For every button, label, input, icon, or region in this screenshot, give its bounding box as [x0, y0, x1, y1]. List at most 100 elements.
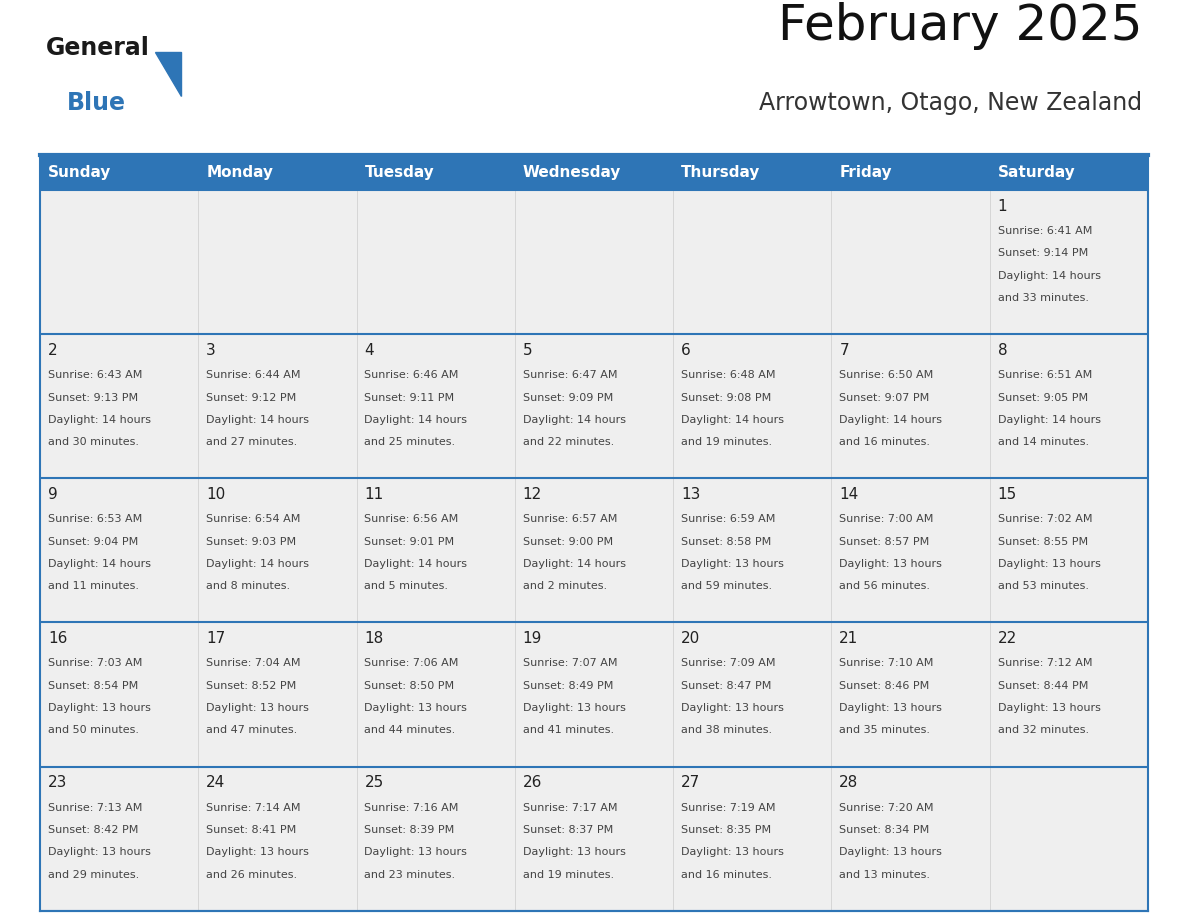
Text: February 2025: February 2025	[778, 3, 1142, 50]
Bar	[832, 190, 990, 334]
Text: and 35 minutes.: and 35 minutes.	[840, 725, 930, 735]
Text: and 59 minutes.: and 59 minutes.	[681, 581, 772, 591]
Bar	[990, 334, 1148, 478]
Bar	[832, 767, 990, 911]
Text: 14: 14	[840, 487, 859, 502]
Text: and 26 minutes.: and 26 minutes.	[207, 869, 297, 879]
Text: Daylight: 14 hours: Daylight: 14 hours	[523, 415, 626, 425]
Text: and 22 minutes.: and 22 minutes.	[523, 437, 614, 447]
Text: 3: 3	[207, 342, 216, 358]
Text: 6: 6	[681, 342, 690, 358]
Text: Daylight: 14 hours: Daylight: 14 hours	[48, 415, 151, 425]
Text: Daylight: 14 hours: Daylight: 14 hours	[998, 415, 1100, 425]
Bar	[674, 334, 832, 478]
Text: Sunset: 9:00 PM: Sunset: 9:00 PM	[523, 537, 613, 546]
Text: 22: 22	[998, 631, 1017, 646]
Bar	[674, 478, 832, 622]
Bar	[514, 478, 674, 622]
Text: Sunset: 9:01 PM: Sunset: 9:01 PM	[365, 537, 455, 546]
Text: Sunset: 8:54 PM: Sunset: 8:54 PM	[48, 681, 138, 690]
Text: and 33 minutes.: and 33 minutes.	[998, 293, 1088, 303]
Text: 5: 5	[523, 342, 532, 358]
Text: Sunrise: 6:57 AM: Sunrise: 6:57 AM	[523, 514, 617, 524]
Text: Sunset: 8:35 PM: Sunset: 8:35 PM	[681, 825, 771, 834]
Bar	[356, 767, 514, 911]
Text: and 29 minutes.: and 29 minutes.	[48, 869, 139, 879]
Text: and 27 minutes.: and 27 minutes.	[207, 437, 297, 447]
Text: Daylight: 14 hours: Daylight: 14 hours	[207, 415, 309, 425]
Text: and 14 minutes.: and 14 minutes.	[998, 437, 1088, 447]
Bar	[990, 478, 1148, 622]
Text: Sunrise: 7:10 AM: Sunrise: 7:10 AM	[840, 658, 934, 668]
Text: Sunrise: 7:12 AM: Sunrise: 7:12 AM	[998, 658, 1092, 668]
Bar	[40, 478, 198, 622]
Text: Sunrise: 6:41 AM: Sunrise: 6:41 AM	[998, 226, 1092, 236]
Bar	[832, 622, 990, 767]
Text: 27: 27	[681, 775, 700, 790]
Text: Sunrise: 6:54 AM: Sunrise: 6:54 AM	[207, 514, 301, 524]
Text: and 38 minutes.: and 38 minutes.	[681, 725, 772, 735]
Bar	[514, 622, 674, 767]
Text: 21: 21	[840, 631, 859, 646]
Bar	[40, 155, 1148, 190]
Text: Sunrise: 6:59 AM: Sunrise: 6:59 AM	[681, 514, 776, 524]
Text: and 16 minutes.: and 16 minutes.	[681, 869, 772, 879]
Text: Sunrise: 6:43 AM: Sunrise: 6:43 AM	[48, 370, 143, 380]
Text: Daylight: 13 hours: Daylight: 13 hours	[207, 703, 309, 713]
Text: 11: 11	[365, 487, 384, 502]
Text: Sunset: 8:47 PM: Sunset: 8:47 PM	[681, 681, 771, 690]
Bar	[356, 334, 514, 478]
Text: Sunrise: 6:48 AM: Sunrise: 6:48 AM	[681, 370, 776, 380]
Text: and 13 minutes.: and 13 minutes.	[840, 869, 930, 879]
Text: Sunrise: 7:03 AM: Sunrise: 7:03 AM	[48, 658, 143, 668]
Text: and 19 minutes.: and 19 minutes.	[681, 437, 772, 447]
Text: 24: 24	[207, 775, 226, 790]
Text: Sunset: 8:37 PM: Sunset: 8:37 PM	[523, 825, 613, 834]
Text: Sunday: Sunday	[48, 165, 112, 180]
Bar	[990, 622, 1148, 767]
Text: 4: 4	[365, 342, 374, 358]
Text: and 50 minutes.: and 50 minutes.	[48, 725, 139, 735]
Text: Sunset: 8:46 PM: Sunset: 8:46 PM	[840, 681, 929, 690]
Text: Sunrise: 7:00 AM: Sunrise: 7:00 AM	[840, 514, 934, 524]
Text: 17: 17	[207, 631, 226, 646]
Text: General: General	[46, 36, 150, 60]
Text: Sunrise: 7:19 AM: Sunrise: 7:19 AM	[681, 802, 776, 812]
Text: Sunset: 8:58 PM: Sunset: 8:58 PM	[681, 537, 771, 546]
Text: Daylight: 13 hours: Daylight: 13 hours	[365, 703, 467, 713]
Text: Daylight: 13 hours: Daylight: 13 hours	[523, 703, 626, 713]
Bar	[990, 190, 1148, 334]
Text: Sunset: 9:05 PM: Sunset: 9:05 PM	[998, 393, 1088, 402]
Text: Monday: Monday	[207, 165, 273, 180]
Text: 28: 28	[840, 775, 859, 790]
Bar	[40, 622, 198, 767]
Text: Sunset: 9:09 PM: Sunset: 9:09 PM	[523, 393, 613, 402]
Text: Daylight: 13 hours: Daylight: 13 hours	[681, 559, 784, 569]
Text: Sunset: 8:42 PM: Sunset: 8:42 PM	[48, 825, 138, 834]
Text: Sunrise: 7:14 AM: Sunrise: 7:14 AM	[207, 802, 301, 812]
Text: Sunrise: 7:17 AM: Sunrise: 7:17 AM	[523, 802, 618, 812]
Text: Sunrise: 6:51 AM: Sunrise: 6:51 AM	[998, 370, 1092, 380]
Text: Sunset: 9:12 PM: Sunset: 9:12 PM	[207, 393, 297, 402]
Text: 26: 26	[523, 775, 542, 790]
Text: and 32 minutes.: and 32 minutes.	[998, 725, 1088, 735]
Text: Sunrise: 6:56 AM: Sunrise: 6:56 AM	[365, 514, 459, 524]
Bar	[514, 190, 674, 334]
Text: Daylight: 14 hours: Daylight: 14 hours	[365, 415, 468, 425]
Text: Daylight: 13 hours: Daylight: 13 hours	[523, 847, 626, 857]
Text: 12: 12	[523, 487, 542, 502]
Text: Daylight: 14 hours: Daylight: 14 hours	[681, 415, 784, 425]
Text: Sunset: 8:55 PM: Sunset: 8:55 PM	[998, 537, 1088, 546]
Text: 15: 15	[998, 487, 1017, 502]
Bar	[356, 478, 514, 622]
Text: Saturday: Saturday	[998, 165, 1075, 180]
Polygon shape	[156, 52, 182, 96]
Text: Sunrise: 6:44 AM: Sunrise: 6:44 AM	[207, 370, 301, 380]
Text: Sunset: 9:13 PM: Sunset: 9:13 PM	[48, 393, 138, 402]
Text: Sunrise: 7:20 AM: Sunrise: 7:20 AM	[840, 802, 934, 812]
Text: and 2 minutes.: and 2 minutes.	[523, 581, 607, 591]
Text: Daylight: 14 hours: Daylight: 14 hours	[840, 415, 942, 425]
Text: Sunrise: 7:06 AM: Sunrise: 7:06 AM	[365, 658, 459, 668]
Text: 20: 20	[681, 631, 700, 646]
Text: 8: 8	[998, 342, 1007, 358]
